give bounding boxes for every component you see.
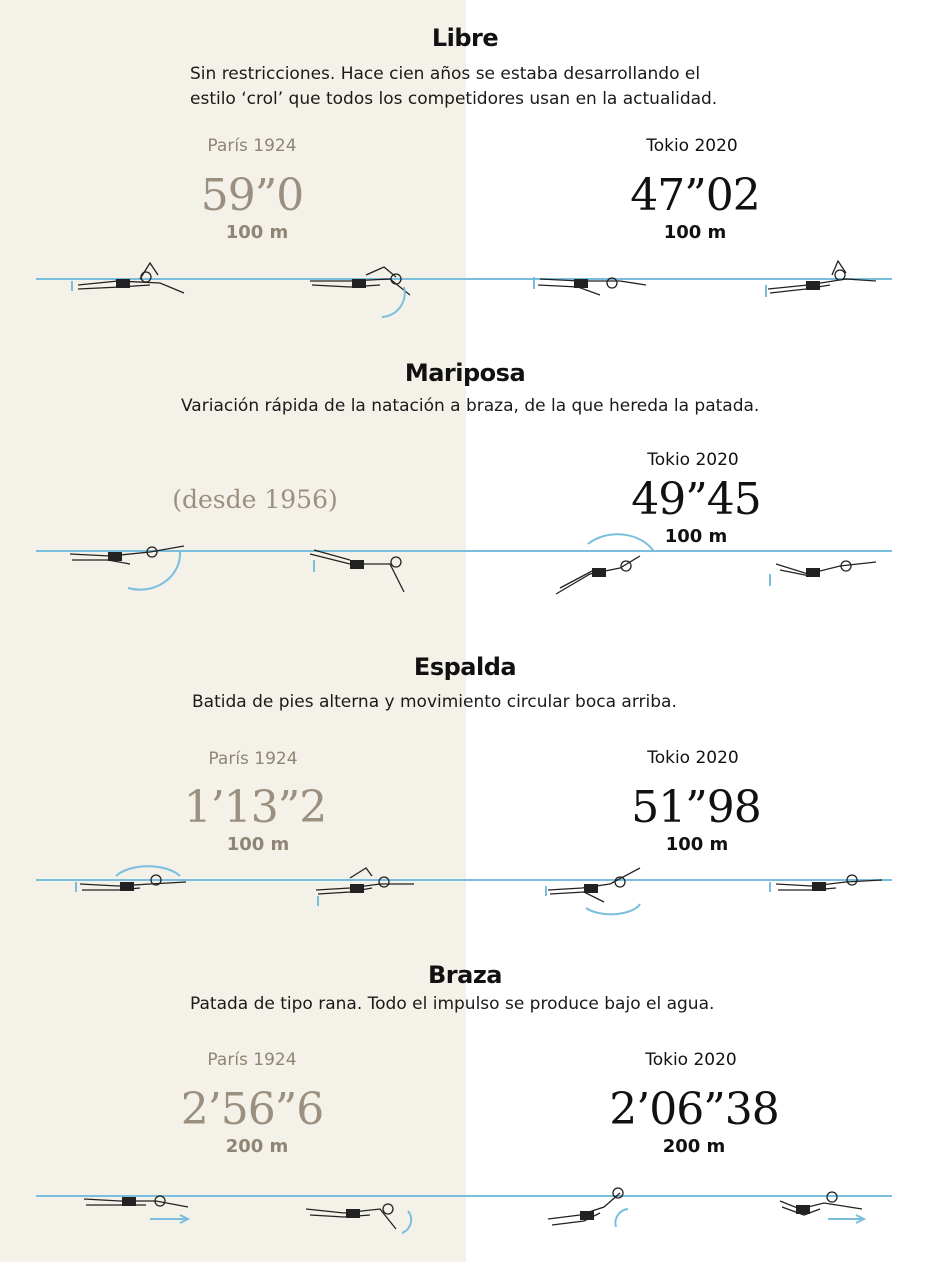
swimmer-figure bbox=[69, 545, 185, 565]
swimsuit bbox=[122, 1197, 136, 1206]
swimmers-illustration-mariposa bbox=[36, 533, 892, 595]
swimsuit bbox=[350, 560, 364, 569]
description-line: Batida de pies alterna y movimiento circ… bbox=[192, 692, 677, 712]
swimmer-figure bbox=[775, 560, 877, 577]
tokio-time: 49”45 bbox=[631, 474, 761, 525]
paris-1924-background-panel bbox=[0, 0, 466, 1262]
section-title: Libre bbox=[431, 24, 499, 52]
tokio-time: 2’06”38 bbox=[609, 1084, 779, 1135]
stroke-arrow bbox=[587, 533, 655, 553]
description-line: Patada de tipo rana. Todo el impulso se … bbox=[190, 994, 715, 1014]
tokio-time: 51”98 bbox=[631, 782, 761, 833]
paris-distance: 100 m bbox=[225, 222, 289, 243]
tokio-time: 47”02 bbox=[630, 170, 760, 221]
section-title: Braza bbox=[428, 961, 503, 989]
swimsuit bbox=[806, 281, 820, 290]
kick-arrow bbox=[71, 277, 767, 297]
paris-time: 2’56”6 bbox=[180, 1084, 324, 1135]
tokio-label: Tokio 2020 bbox=[645, 1050, 737, 1070]
swimmer-figure bbox=[767, 259, 877, 294]
tokio-label: Tokio 2020 bbox=[647, 748, 739, 768]
swimsuit bbox=[352, 279, 366, 288]
swimmer-figure bbox=[537, 277, 647, 296]
stroke-arrow bbox=[127, 551, 182, 591]
section-description: Variación rápida de la natación a braza,… bbox=[181, 394, 759, 419]
swimsuit bbox=[580, 1211, 594, 1220]
swimmer-figure bbox=[310, 266, 411, 296]
swimsuit bbox=[574, 279, 588, 288]
paris-distance: 100 m bbox=[226, 834, 290, 855]
swimsuit bbox=[584, 884, 598, 893]
paris-since-note: (desde 1956) bbox=[172, 485, 338, 514]
swimsuit bbox=[812, 882, 826, 891]
swimmers-illustration-libre bbox=[36, 259, 892, 318]
swimsuit bbox=[806, 568, 820, 577]
swimmers-illustration-braza bbox=[36, 1187, 892, 1234]
swimmer-figure bbox=[83, 1195, 189, 1208]
tokio-distance: 100 m bbox=[664, 526, 728, 547]
paris-label: París 1924 bbox=[207, 136, 297, 156]
description-line: estilo ‘crol’ que todos los competidores… bbox=[190, 89, 718, 109]
tokio-distance: 100 m bbox=[663, 222, 727, 243]
swimmer-figure bbox=[305, 1203, 397, 1230]
stroke-arrow bbox=[115, 865, 181, 877]
kick-arrow bbox=[313, 560, 771, 586]
stroke-arrow bbox=[585, 903, 641, 916]
section-description: Patada de tipo rana. Todo el impulso se … bbox=[190, 992, 714, 1017]
description-line: Variación rápida de la natación a braza,… bbox=[181, 396, 760, 416]
swimsuit bbox=[592, 568, 606, 577]
description-line: Sin restricciones. Hace cien años se est… bbox=[190, 64, 701, 84]
paris-time: 1’13”2 bbox=[183, 782, 327, 833]
swimsuit bbox=[120, 882, 134, 891]
section-title: Espalda bbox=[413, 653, 517, 681]
swimmers-illustration-espalda bbox=[36, 865, 892, 916]
stroke-arrow bbox=[401, 1210, 413, 1234]
paris-time: 59”0 bbox=[200, 170, 304, 221]
stroke-arrow bbox=[614, 1208, 629, 1228]
paris-label: París 1924 bbox=[208, 749, 298, 769]
push-arrow bbox=[828, 1214, 867, 1224]
swimsuit bbox=[116, 279, 130, 288]
section-title: Mariposa bbox=[404, 359, 526, 387]
tokio-label: Tokio 2020 bbox=[647, 450, 739, 470]
section-description: Batida de pies alterna y movimiento circ… bbox=[192, 690, 677, 715]
swimmer-figure bbox=[775, 874, 883, 891]
tokio-distance: 200 m bbox=[662, 1136, 726, 1157]
stroke-arrow bbox=[381, 286, 406, 318]
swimsuit bbox=[108, 552, 122, 561]
swimmer-figure bbox=[779, 1191, 863, 1216]
tokio-distance: 100 m bbox=[665, 834, 729, 855]
kick-arrow bbox=[75, 882, 771, 906]
paris-distance: 200 m bbox=[225, 1136, 289, 1157]
swimsuit bbox=[796, 1205, 810, 1214]
swimsuit bbox=[350, 884, 364, 893]
push-arrow bbox=[150, 1214, 191, 1224]
swimmer-figure bbox=[309, 549, 405, 593]
paris-label: París 1924 bbox=[207, 1050, 297, 1070]
swimsuit bbox=[346, 1209, 360, 1218]
tokio-label: Tokio 2020 bbox=[646, 136, 738, 156]
section-description: Sin restricciones. Hace cien años se est… bbox=[190, 62, 717, 112]
